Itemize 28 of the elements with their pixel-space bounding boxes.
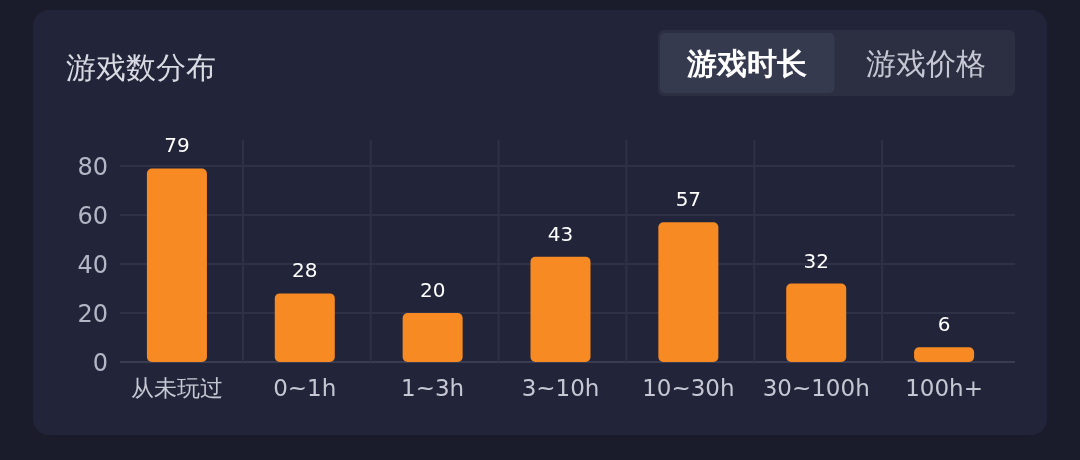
x-tick-label: 10~30h (642, 375, 735, 401)
bar (914, 347, 975, 362)
y-tick-label: 40 (77, 251, 108, 279)
x-tick-label: 从未玩过 (130, 375, 223, 401)
x-tick-label: 0~1h (273, 375, 337, 401)
y-tick-label: 80 (77, 153, 108, 181)
bar (402, 313, 463, 362)
data-label: 32 (803, 248, 829, 273)
y-tick-label: 60 (77, 202, 108, 230)
tabs: 游戏时长 游戏价格 (658, 30, 1015, 96)
bar (786, 283, 847, 362)
y-tick-label: 0 (92, 349, 108, 377)
data-label: 57 (675, 187, 702, 212)
chart-title: 游戏数分布 (66, 50, 216, 85)
x-tick-label: 30~100h (762, 375, 870, 401)
y-tick-label: 20 (77, 300, 108, 328)
data-label: 43 (547, 221, 574, 246)
x-tick-label: 100h+ (905, 375, 983, 401)
bar (658, 222, 719, 362)
data-label: 20 (419, 278, 446, 302)
data-label: 79 (164, 133, 190, 158)
x-tick-label: 1~3h (401, 375, 465, 401)
bar (274, 293, 335, 362)
bar (530, 256, 591, 362)
x-tick-label: 3~10h (521, 375, 600, 401)
bar (146, 168, 207, 362)
data-label: 28 (292, 258, 318, 283)
data-label: 6 (937, 312, 951, 337)
